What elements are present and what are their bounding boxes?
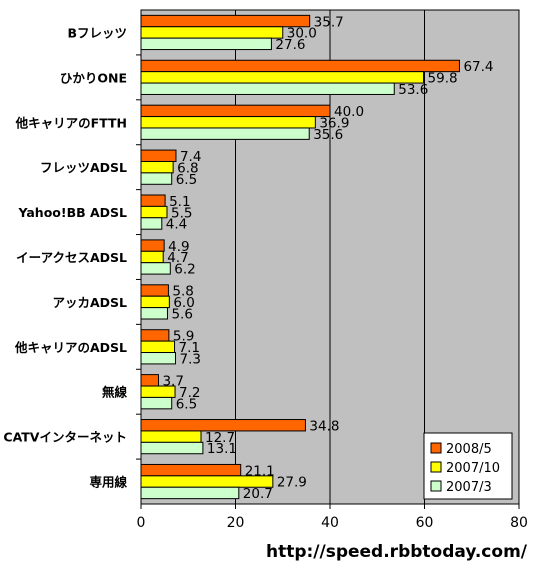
bar <box>140 329 170 342</box>
data-label: 7.3 <box>179 351 200 367</box>
category-label: アッカADSL <box>52 295 127 310</box>
category-label: 無線 <box>102 385 128 400</box>
data-label: 6.5 <box>176 172 197 188</box>
data-label: 5.5 <box>171 205 192 221</box>
data-label: 35.7 <box>314 14 344 30</box>
data-label: 21.1 <box>245 463 275 479</box>
bar <box>140 486 240 500</box>
bar <box>140 26 284 39</box>
data-label: 5.1 <box>169 194 190 210</box>
data-label: 13.1 <box>207 441 237 457</box>
bar <box>140 463 242 477</box>
bar <box>140 262 171 275</box>
bar <box>140 194 166 207</box>
x-tick-label: 60 <box>416 515 434 531</box>
data-label: 27.9 <box>277 475 307 491</box>
category-label: フレッツADSL <box>40 160 127 175</box>
category-label: Bフレッツ <box>67 25 127 40</box>
category-label: ひかりONE <box>60 70 127 85</box>
bar <box>140 205 168 219</box>
bar <box>140 352 176 365</box>
bar <box>140 172 173 185</box>
bar <box>140 441 204 455</box>
data-label: 7.2 <box>179 385 200 401</box>
bar <box>140 250 164 264</box>
data-label: 4.7 <box>167 250 188 266</box>
data-label: 6.0 <box>173 295 194 311</box>
bar <box>140 385 176 398</box>
legend-swatch <box>430 461 442 473</box>
x-tick-label: 80 <box>510 515 528 531</box>
data-label: 4.9 <box>168 239 189 255</box>
data-label: 5.9 <box>173 329 194 345</box>
x-tick-label: 40 <box>321 515 339 531</box>
bar <box>140 239 165 252</box>
data-label: 6.2 <box>174 262 195 278</box>
bar <box>140 149 177 162</box>
bar <box>140 284 169 297</box>
bar <box>140 374 159 387</box>
data-label: 53.6 <box>398 82 428 98</box>
bar <box>140 419 306 432</box>
data-label: 6.8 <box>177 160 198 176</box>
category-label: Yahoo!BB ADSL <box>17 205 127 220</box>
bar <box>140 71 425 84</box>
category-label: 専用線 <box>89 475 127 490</box>
bar <box>140 160 174 174</box>
bar <box>140 396 173 410</box>
category-label: イーアクセスADSL <box>16 250 127 265</box>
category-label: CATVインターネット <box>3 430 127 445</box>
legend-label: 2007/3 <box>446 480 492 495</box>
legend-swatch <box>430 442 442 454</box>
data-label: 34.8 <box>309 418 339 434</box>
data-label: 30.0 <box>287 26 317 42</box>
data-label: 20.7 <box>243 486 273 502</box>
data-label: 6.5 <box>176 396 197 412</box>
data-label: 5.8 <box>172 284 193 300</box>
x-tick-label: 0 <box>137 515 146 531</box>
bar <box>140 37 272 51</box>
category-label: 他キャリアのADSL <box>14 340 127 355</box>
bar <box>140 82 395 95</box>
legend-label: 2008/5 <box>446 442 492 457</box>
category-label: 他キャリアのFTTH <box>15 115 127 130</box>
legend-swatch <box>430 480 442 492</box>
legend-label: 2007/10 <box>446 461 500 476</box>
bar <box>140 307 168 320</box>
data-label: 12.7 <box>205 430 235 446</box>
bar <box>140 295 170 309</box>
bar <box>140 430 202 443</box>
data-label: 40.0 <box>334 104 364 120</box>
data-label: 35.6 <box>313 127 343 143</box>
data-label: 67.4 <box>463 59 493 75</box>
data-label: 36.9 <box>319 115 349 131</box>
data-label: 5.6 <box>171 307 192 323</box>
bar <box>140 104 331 118</box>
data-label: 59.8 <box>428 71 458 87</box>
bar <box>140 14 311 28</box>
data-label: 7.4 <box>180 149 201 165</box>
x-tick-label: 20 <box>227 515 245 531</box>
bar <box>140 217 163 230</box>
data-label: 7.1 <box>179 340 200 356</box>
data-label: 3.7 <box>162 374 183 390</box>
bar <box>140 340 176 354</box>
bar <box>140 116 316 129</box>
data-label: 4.4 <box>166 217 187 233</box>
bar <box>140 59 460 73</box>
bar <box>140 127 310 140</box>
source-url: http://speed.rbbtoday.com/ <box>265 542 527 562</box>
data-label: 27.6 <box>275 37 305 53</box>
